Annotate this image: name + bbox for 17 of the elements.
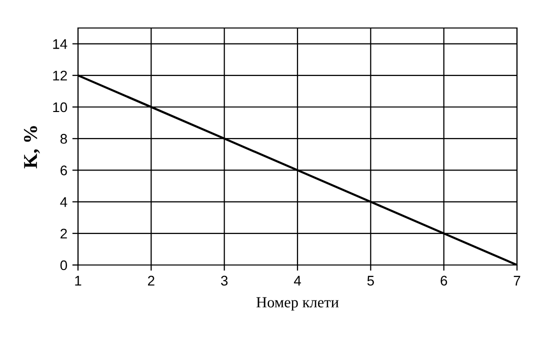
y-axis-title: K, % [24, 126, 40, 168]
y-tick-label: 0 [60, 260, 68, 270]
x-tick-label: 6 [440, 276, 448, 286]
y-tick-label: 12 [53, 70, 67, 80]
y-tick-label: 10 [53, 102, 68, 112]
x-axis-title: Номер клети [256, 297, 339, 311]
x-tick-label: 2 [148, 276, 154, 286]
x-tick-label: 1 [75, 276, 82, 286]
y-tick-label: 6 [60, 166, 67, 176]
y-tick-label: 4 [60, 197, 68, 207]
y-tick-label: 8 [60, 134, 67, 144]
x-tick-label: 3 [221, 276, 228, 286]
y-tick-label: 14 [53, 39, 68, 49]
x-tick-label: 4 [294, 276, 301, 286]
y-tick-label: 2 [60, 228, 67, 238]
x-tick-label: 7 [514, 276, 520, 286]
x-tick-label: 5 [367, 276, 374, 286]
